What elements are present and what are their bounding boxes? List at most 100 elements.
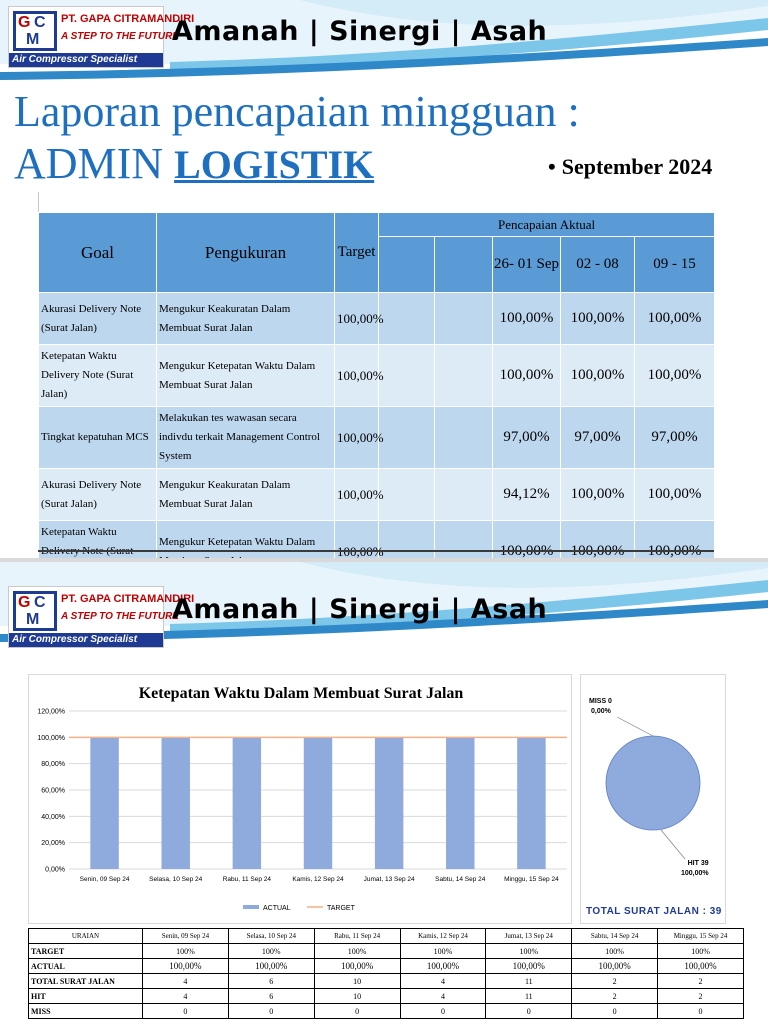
bar-chart: 0,00% 20,00% 40,00% 60,00% 80,00% 100,00% 120,…: [37, 709, 567, 912]
pie-miss-leader: [616, 716, 654, 737]
empty-cell: [378, 344, 435, 407]
company-specialty: Air Compressor Specialist: [9, 633, 163, 647]
x-category-label: Sabtu, 14 Sep 24: [435, 876, 486, 883]
header-wave-decoration: [0, 562, 768, 642]
daily-data-table: URAIAN Senin, 09 Sep 24 Selasa, 10 Sep 24 R…: [28, 928, 744, 1019]
data-table-row: ACTUAL 100,00% 100,00% 100,00% 100,00% 100,00…: [28, 958, 744, 974]
y-tick-label: 100,00%: [37, 735, 65, 742]
x-category-label: Kamis, 12 Sep 24: [292, 876, 344, 883]
empty-cell: [378, 292, 435, 345]
company-logo: G C M PT. GAPA CITRAMANDIRI A STEP TO TH…: [8, 6, 194, 68]
company-slogan: A STEP TO THE FUTURE: [61, 611, 179, 622]
week-2-cell: 100,00%: [560, 468, 635, 521]
pengukuran-cell: Mengukur Ketepatan Waktu Dalam Membuat S…: [156, 344, 335, 407]
week-3-cell: 100,00%: [633, 344, 716, 407]
chart-title: Ketepatan Waktu Dalam Membuat Surat Jala…: [138, 685, 464, 702]
data-table-row: MISS 0 0 0 0 0 0 0: [28, 1003, 744, 1019]
slide-daily-chart: G C M PT. GAPA CITRAMANDIRI A STEP TO TH…: [0, 562, 768, 1024]
row-value: 2: [657, 973, 744, 989]
actual-bar: [232, 737, 262, 869]
header-week-2: 02 - 08: [560, 236, 635, 293]
table-top-spacer: [38, 192, 714, 212]
row-value: 0: [485, 1003, 573, 1019]
report-period: • September 2024: [548, 154, 712, 180]
row-value: 100,00%: [313, 958, 401, 974]
y-tick-label: 0,00%: [45, 867, 65, 874]
week-3-cell: 100,00%: [633, 520, 716, 560]
achievement-table-body: Akurasi Delivery Note (Surat Jalan) Mengu…: [38, 292, 716, 560]
week-2-cell: 100,00%: [560, 520, 635, 560]
target-cell: 100,00%: [334, 292, 384, 345]
y-tick-label: 120,00%: [37, 709, 65, 716]
row-value: 11: [485, 973, 573, 989]
legend-actual-swatch: [243, 905, 259, 909]
row-value: 100,00%: [227, 958, 315, 974]
target-cell: 100,00%: [334, 406, 384, 469]
legend-target-label: TARGET: [327, 905, 356, 912]
week-1-cell: 97,00%: [492, 406, 561, 469]
row-value: 0: [571, 1003, 659, 1019]
row-label: MISS: [28, 1003, 143, 1019]
target-cell: 100,00%: [334, 468, 384, 521]
total-surat-jalan: TOTAL SURAT JALAN : 39: [586, 906, 722, 917]
table-bottom-border: [38, 550, 714, 552]
legend-actual-label: ACTUAL: [263, 905, 291, 912]
achievement-table-container: Goal Pengukuran Target Pencapaian Aktual…: [38, 192, 716, 560]
week-3-cell: 97,00%: [633, 406, 716, 469]
pie-slice-hit: [605, 735, 701, 831]
daily-data-table-body: URAIAN Senin, 09 Sep 24 Selasa, 10 Sep 24 R…: [28, 928, 744, 1019]
y-tick-label: 40,00%: [41, 814, 65, 821]
pie-hit-count: HIT 39: [687, 860, 709, 867]
pie-hit-leader: [660, 829, 686, 860]
week-2-cell: 97,00%: [560, 406, 635, 469]
company-name: PT. GAPA CITRAMANDIRI: [61, 593, 195, 605]
actual-bar: [374, 737, 404, 869]
pie-hit-label: HIT 39 100,00%: [681, 859, 709, 879]
y-tick-label: 60,00%: [41, 788, 65, 795]
y-tick-label: 20,00%: [41, 840, 65, 847]
empty-cell: [434, 520, 493, 560]
pengukuran-cell: Melakukan tes wawasan secara indivdu ter…: [156, 406, 335, 469]
row-label: ACTUAL: [28, 958, 143, 974]
row-value: 100,00%: [571, 958, 659, 974]
pengukuran-cell: Mengukur Ketepatan Waktu Dalam Membuat S…: [156, 520, 335, 560]
row-value: 100,00%: [485, 958, 573, 974]
week-1-cell: 100,00%: [492, 292, 561, 345]
achievement-row: Ketepatan Waktu Delivery Note (Surat Jal…: [38, 344, 716, 407]
row-label: TOTAL SURAT JALAN: [28, 973, 143, 989]
report-title-line1: Laporan pencapaian mingguan :: [14, 87, 580, 136]
row-value: 4: [142, 973, 229, 989]
header-day: Senin, 09 Sep 24: [142, 928, 229, 944]
row-value: 0: [227, 1003, 315, 1019]
empty-cell: [434, 406, 493, 469]
empty-cell: [434, 344, 493, 407]
slide-divider: [0, 558, 768, 564]
report-date: September 2024: [561, 154, 713, 179]
row-label: TARGET: [28, 943, 143, 959]
header-pencapaian: Pencapaian Aktual: [377, 212, 716, 237]
company-name: PT. GAPA CITRAMANDIRI: [61, 13, 195, 25]
pie-chart-panel: MISS 0 0,00% HIT 39 100,00%: [580, 674, 726, 924]
actual-bar: [517, 737, 546, 869]
row-value: 2: [657, 988, 744, 1004]
header-uraian: URAIAN: [28, 928, 143, 944]
row-value: 0: [657, 1003, 744, 1019]
pengukuran-cell: Mengukur Keakuratan Dalam Membuat Surat …: [156, 468, 335, 521]
row-value: 2: [571, 988, 659, 1004]
pie-hit-percent: 100,00%: [681, 870, 709, 877]
x-category-label: Jumat, 13 Sep 24: [364, 876, 415, 883]
header-day: Kamis, 12 Sep 24: [399, 928, 487, 944]
row-value: 100,00%: [399, 958, 487, 974]
empty-cell: [434, 292, 493, 345]
row-value: 100%: [142, 943, 229, 959]
row-label: HIT: [28, 988, 143, 1004]
row-value: 100,00%: [657, 958, 744, 974]
week-3-cell: 100,00%: [633, 292, 716, 345]
pengukuran-cell: Mengukur Keakuratan Dalam Membuat Surat …: [156, 292, 335, 345]
row-value: 100%: [657, 943, 744, 959]
data-table-row: HIT 4 6 10 4 11 2 2: [28, 988, 744, 1004]
row-value: 11: [485, 988, 573, 1004]
header-pengukuran: Pengukuran: [156, 212, 335, 293]
empty-cell: [378, 406, 435, 469]
header-day: Jumat, 13 Sep 24: [485, 928, 573, 944]
